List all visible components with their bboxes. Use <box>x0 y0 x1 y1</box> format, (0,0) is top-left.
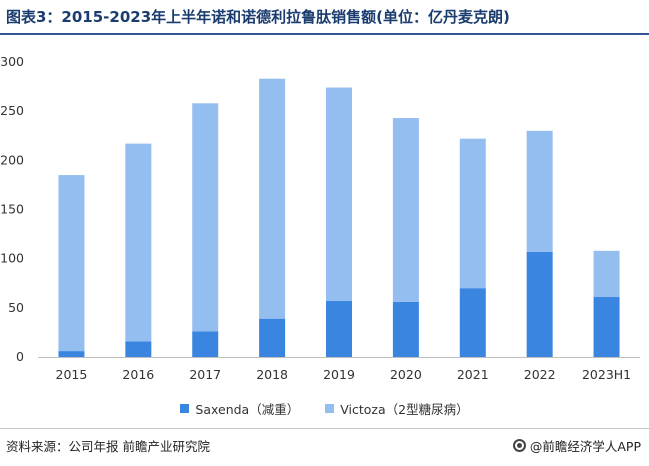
y-tick-label: 200 <box>0 152 24 167</box>
brand-logo-icon <box>512 439 526 452</box>
y-tick-label: 50 <box>8 300 24 315</box>
bar-victoza <box>125 143 152 342</box>
legend-item-saxenda: Saxenda（减重） <box>180 399 299 418</box>
chart-title: 图表3：2015-2023年上半年诺和诺德利拉鲁肽销售额(单位：亿丹麦克朗) <box>6 8 510 26</box>
legend-swatch-victoza <box>325 403 335 413</box>
bar-victoza <box>259 78 286 319</box>
bar-saxenda <box>326 300 352 357</box>
bar-victoza <box>192 103 219 332</box>
y-tick-label: 100 <box>0 251 24 266</box>
x-tick-label: 2022 <box>524 367 556 382</box>
legend-label-saxenda: Saxenda（减重） <box>195 401 300 417</box>
legend-item-victoza: Victoza（2型糖尿病） <box>325 399 469 418</box>
x-tick-label: 2020 <box>390 367 422 382</box>
bar-saxenda <box>125 341 152 357</box>
brand-text: @前瞻经济学人APP <box>529 439 641 454</box>
y-tick-label: 150 <box>0 202 24 217</box>
title-rule <box>0 33 649 35</box>
x-axis: 2015 2016 2017 2018 2019 2020 2021 2022 2023H1 <box>38 357 640 382</box>
bar-saxenda <box>192 331 219 357</box>
bars <box>58 78 620 357</box>
bar-saxenda <box>392 301 419 357</box>
bar-saxenda <box>58 351 85 357</box>
bar-saxenda <box>259 318 286 357</box>
x-tick-label: 2021 <box>457 367 489 382</box>
x-tick-label: 2017 <box>189 367 221 382</box>
x-tick-label: 2015 <box>56 367 88 382</box>
bar-saxenda <box>593 297 620 357</box>
y-axis: 0 50 100 150 200 250 300 <box>0 54 24 364</box>
bar-victoza <box>58 175 85 352</box>
bar-saxenda <box>526 251 553 357</box>
footer-rule <box>0 428 649 429</box>
bar-victoza <box>326 87 352 301</box>
bar-victoza <box>392 118 419 302</box>
bar-saxenda <box>459 288 486 357</box>
legend: Saxenda（减重） Victoza（2型糖尿病） <box>0 397 649 419</box>
y-tick-label: 250 <box>0 103 24 118</box>
x-tick-label: 2018 <box>256 367 288 382</box>
legend-swatch-saxenda <box>180 403 190 413</box>
x-tick-label: 2019 <box>323 367 355 382</box>
y-tick-label: 0 <box>16 349 24 364</box>
brand-credit: @前瞻经济学人APP <box>512 436 641 455</box>
source-note: 资料来源：公司年报 前瞻产业研究院 <box>6 439 210 454</box>
bar-victoza <box>526 130 553 252</box>
bar-victoza <box>459 138 486 289</box>
legend-label-victoza: Victoza（2型糖尿病） <box>340 401 469 417</box>
y-tick-label: 300 <box>0 54 24 69</box>
x-tick-label: 2016 <box>122 367 154 382</box>
x-tick-label: 2023H1 <box>582 367 631 382</box>
bar-victoza <box>593 250 620 298</box>
